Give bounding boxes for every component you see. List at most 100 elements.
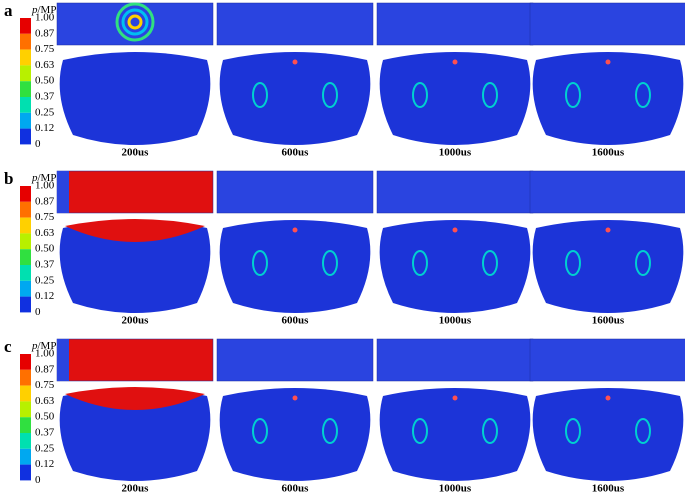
high-pressure-zone: [65, 219, 205, 242]
top-strip: [376, 170, 534, 214]
legend-symbol: p: [31, 172, 38, 184]
pressure-patch: [482, 418, 498, 444]
colorbar-block: [20, 354, 31, 370]
colorbar-tick-label: 0.25: [35, 274, 55, 286]
wave-ring: [127, 14, 143, 30]
colorbar-block: [20, 417, 31, 433]
top-strip: [216, 170, 374, 214]
pressure-patch: [322, 82, 338, 108]
top-strip: [216, 2, 374, 46]
top-strip: [216, 338, 374, 382]
colorbar-block: [20, 81, 31, 97]
pressure-spot: [452, 227, 458, 233]
legend-title: p/MPa: [31, 340, 61, 352]
colorbar-tick-label: 0.50: [35, 411, 55, 423]
top-strip: [56, 170, 214, 214]
pressure-patch: [482, 82, 498, 108]
time-label: 200us: [122, 147, 150, 159]
colorbar-block: [20, 217, 31, 234]
colorbar-tick-label: 0.50: [35, 75, 55, 87]
colorbar-block: [20, 65, 31, 82]
time-label: 1600us: [592, 483, 625, 495]
colorbar-tick-label: 0.12: [35, 122, 54, 134]
pressure-spot: [292, 227, 298, 233]
time-label: 600us: [282, 147, 310, 159]
legend-unit: /MPa: [38, 340, 62, 352]
top-strip: [376, 2, 534, 46]
colorbar-tick-label: 0.87: [35, 363, 55, 375]
panel-letter: c: [4, 337, 12, 356]
colorbar-tick-label: 1.00: [35, 348, 55, 360]
body-section: [379, 220, 531, 313]
colorbar-block: [20, 464, 31, 481]
colorbar-tick-label: 0.50: [35, 243, 55, 255]
legend-symbol: p: [31, 340, 38, 352]
pressure-patch: [565, 250, 581, 276]
legend-title: p/MPa: [31, 172, 61, 184]
body-section: [532, 388, 684, 481]
wave-ring: [115, 2, 155, 42]
pressure-patch: [635, 250, 651, 276]
colorbar-block: [20, 385, 31, 402]
colorbar-block: [20, 186, 31, 202]
colorbar-tick-label: 0.12: [35, 458, 54, 470]
top-strip: [376, 338, 534, 382]
colorbar-tick-label: 0.75: [35, 211, 55, 223]
colorbar-block: [20, 369, 31, 386]
pressure-patch: [482, 250, 498, 276]
panel-letter: b: [4, 169, 13, 188]
colorbar-tick-label: 0.37: [35, 91, 55, 103]
colorbar-tick-label: 0.63: [35, 59, 55, 71]
legend-unit: /MPa: [38, 4, 62, 16]
pressure-patch: [252, 418, 268, 444]
body-section: [59, 388, 211, 481]
time-label: 1600us: [592, 147, 625, 159]
colorbar-tick-label: 0.87: [35, 195, 55, 207]
body-section: [219, 388, 371, 481]
colorbar-tick-label: 1.00: [35, 180, 55, 192]
colorbar-tick-label: 0.37: [35, 427, 55, 439]
colorbar-block: [20, 296, 31, 313]
pressure-spot: [605, 59, 611, 65]
colorbar-tick-label: 1.00: [35, 12, 55, 24]
colorbar-block: [20, 97, 31, 113]
body-section: [59, 220, 211, 313]
colorbar-tick-label: 0.75: [35, 379, 55, 391]
colorbar-block: [20, 18, 31, 34]
time-label: 200us: [122, 483, 150, 495]
pressure-spot: [605, 395, 611, 401]
colorbar-tick-label: 0.63: [35, 227, 55, 239]
colorbar-tick-label: 0.25: [35, 442, 55, 454]
body-section: [219, 220, 371, 313]
colorbar-tick-label: 0.25: [35, 106, 55, 118]
pressure-spot: [605, 227, 611, 233]
body-section: [532, 52, 684, 145]
time-label: 1000us: [439, 483, 472, 495]
colorbar-tick-label: 0.12: [35, 290, 54, 302]
colorbar-block: [20, 401, 31, 418]
colorbar-tick-label: 0: [35, 138, 41, 150]
colorbar-tick-label: 0.37: [35, 259, 55, 271]
pressure-patch: [412, 82, 428, 108]
body-section: [219, 52, 371, 145]
body-section: [379, 388, 531, 481]
colorbar-block: [20, 233, 31, 250]
pressure-patch: [412, 250, 428, 276]
legend-title: p/MPa: [31, 4, 61, 16]
body-section: [379, 52, 531, 145]
high-pressure-zone: [65, 387, 205, 410]
colorbar-block: [20, 201, 31, 218]
time-label: 600us: [282, 315, 310, 327]
wave-ring: [121, 8, 149, 36]
pressure-spot: [292, 59, 298, 65]
colorbar-block: [20, 433, 31, 449]
pressure-patch: [412, 418, 428, 444]
pressure-patch: [252, 250, 268, 276]
pressure-spot: [292, 395, 298, 401]
pressure-spot: [452, 395, 458, 401]
time-label: 1000us: [439, 315, 472, 327]
top-strip: [529, 338, 685, 382]
colorbar-block: [20, 249, 31, 265]
colorbar-tick-label: 0: [35, 474, 41, 486]
